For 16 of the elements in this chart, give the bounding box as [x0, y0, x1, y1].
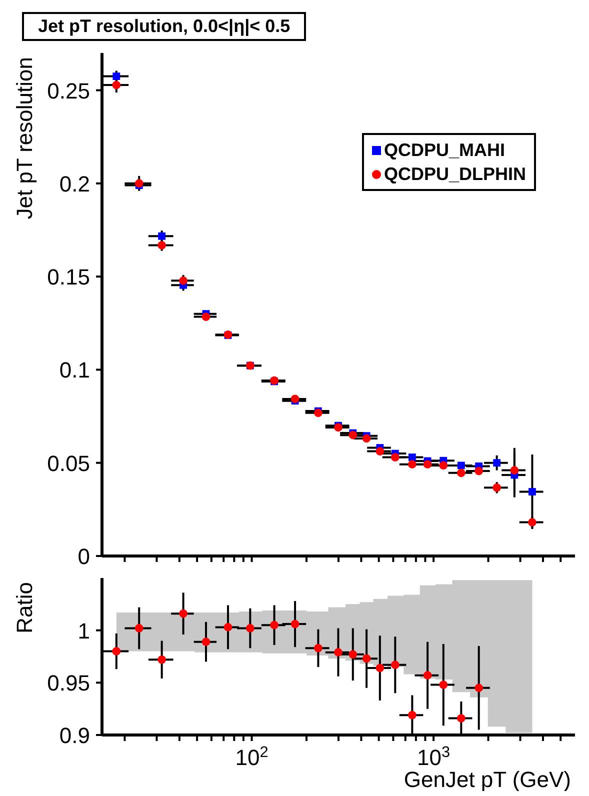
y-tick-label: 0.1	[59, 358, 90, 383]
y-tick-label: 0.95	[47, 670, 90, 696]
y-tick-label: 0.25	[47, 78, 90, 104]
y-tick-label: 0.2	[59, 171, 90, 196]
y-axis-title: Ratio	[12, 582, 37, 634]
y-tick-label: 1	[78, 618, 90, 644]
legend-label: QCDPU_MAHI	[384, 139, 505, 162]
y-tick-label: 0.05	[47, 450, 90, 476]
y-axis-title: Jet pT resolution	[12, 57, 37, 220]
y-tick-label: 0.15	[47, 264, 90, 290]
chart-title: Jet pT resolution, 0.0<|η|< 0.5	[22, 12, 306, 41]
legend-label: QCDPU_DLPHIN	[384, 163, 526, 186]
x-tick-label: 10$^{2}$	[235, 744, 268, 770]
x-tick-label: 10$^{3}$	[417, 744, 450, 770]
y-tick-label: 0	[78, 544, 90, 569]
y-tick-label: 0.9	[59, 723, 90, 748]
